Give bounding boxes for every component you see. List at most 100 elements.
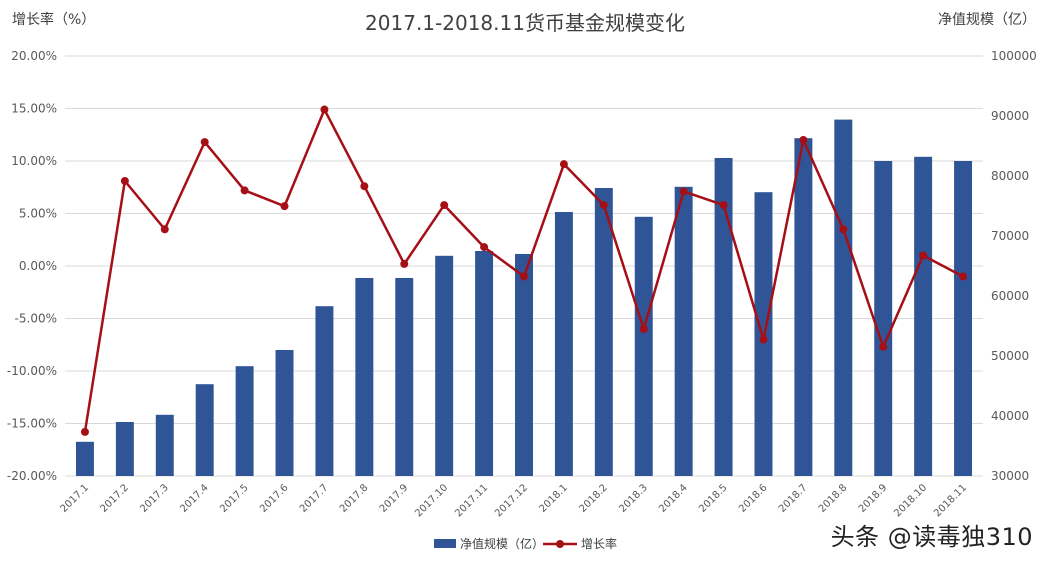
line-marker <box>799 136 808 144</box>
legend: 净值规模（亿） 增长率 <box>434 536 617 551</box>
line-marker <box>120 176 129 185</box>
x-tick-label: 2018.1 <box>538 482 571 515</box>
right-axis-label: 净值规模（亿） <box>938 12 1036 28</box>
right-tick-label: 60000 <box>991 289 1029 303</box>
legend-line-label: 增长率 <box>581 536 617 551</box>
bar <box>395 278 414 476</box>
line-marker <box>559 160 568 169</box>
bar <box>275 350 294 476</box>
x-tick-label: 2017.11 <box>453 482 490 519</box>
left-axis-label: 增长率（%） <box>12 11 95 28</box>
bar <box>874 161 893 476</box>
bar-series <box>75 119 973 477</box>
line-marker <box>320 105 329 114</box>
left-tick-label: -5.00% <box>15 312 57 326</box>
bar <box>834 119 853 476</box>
right-axis-ticks: 30000 40000 50000 60000 70000 80000 90000 10000… <box>991 49 1037 483</box>
x-tick-label: 2018.3 <box>617 482 650 515</box>
legend-line-marker <box>556 540 564 548</box>
bar <box>794 138 813 476</box>
x-tick-label: 2017.1 <box>59 482 92 515</box>
line-marker <box>400 259 409 268</box>
bar <box>475 251 494 476</box>
right-tick-label: 90000 <box>991 109 1029 123</box>
left-tick-label: 10.00% <box>11 154 57 168</box>
line-marker <box>759 335 768 344</box>
line-marker <box>959 272 968 281</box>
x-tick-label: 2017.3 <box>138 482 171 515</box>
x-tick-label: 2018.6 <box>737 482 770 515</box>
bar <box>634 216 653 477</box>
x-tick-label: 2017.8 <box>338 482 371 515</box>
x-tick-label: 2017.5 <box>218 482 251 515</box>
watermark: 头条 @读毒独310 <box>830 523 1033 551</box>
x-tick-label: 2018.4 <box>657 482 690 515</box>
line-marker <box>240 186 249 195</box>
x-tick-label: 2017.9 <box>378 482 411 515</box>
bar <box>554 212 573 476</box>
bar <box>235 366 254 476</box>
bar <box>954 161 973 476</box>
bar <box>435 255 454 476</box>
line-marker <box>679 187 688 196</box>
right-tick-label: 30000 <box>991 469 1029 483</box>
line-marker <box>80 427 89 436</box>
left-tick-label: 20.00% <box>11 49 57 63</box>
x-tick-label: 2017.2 <box>98 482 131 515</box>
right-tick-label: 40000 <box>991 409 1029 423</box>
left-tick-label: 0.00% <box>19 259 57 273</box>
right-tick-label: 80000 <box>991 169 1029 183</box>
right-tick-label: 100000 <box>991 49 1037 63</box>
line-marker <box>919 251 928 260</box>
x-tick-label: 2017.6 <box>258 482 291 515</box>
bar <box>115 422 134 476</box>
x-tick-label: 2018.8 <box>817 482 850 515</box>
left-tick-label: -15.00% <box>7 417 57 431</box>
line-marker <box>360 182 369 191</box>
bar <box>315 306 334 476</box>
line-marker <box>719 201 728 210</box>
chart-title: 2017.1-2018.11货币基金规模变化 <box>365 11 685 35</box>
bar <box>155 414 174 476</box>
bar <box>355 278 374 476</box>
left-tick-label: 15.00% <box>11 102 57 116</box>
legend-bar-label: 净值规模（亿） <box>460 536 544 551</box>
x-tick-label: 2017.12 <box>493 482 530 519</box>
x-tick-label: 2018.9 <box>857 482 890 515</box>
bar <box>195 384 214 476</box>
x-tick-label: 2018.7 <box>777 482 810 515</box>
x-tick-label: 2018.2 <box>577 482 610 515</box>
line-marker <box>839 225 848 234</box>
line-marker <box>520 272 528 281</box>
left-tick-label: -10.00% <box>7 364 57 378</box>
line-marker <box>200 138 209 147</box>
x-tick-label: 2018.11 <box>932 482 969 519</box>
left-tick-label: -20.00% <box>7 469 57 483</box>
right-tick-label: 70000 <box>991 229 1029 243</box>
line-marker <box>280 202 289 211</box>
line-marker <box>879 342 888 351</box>
bar <box>714 158 733 476</box>
right-tick-label: 50000 <box>991 349 1029 363</box>
x-tick-label: 2018.10 <box>892 482 929 519</box>
line-marker <box>440 201 449 210</box>
line-marker <box>480 243 489 252</box>
x-tick-label: 2017.4 <box>178 482 211 515</box>
line-marker <box>639 325 648 333</box>
left-tick-label: 5.00% <box>19 207 57 221</box>
line-marker <box>160 225 169 234</box>
bar <box>594 188 613 476</box>
x-tick-label: 2017.10 <box>413 482 450 519</box>
x-axis-ticks: 2017.1 2017.2 2017.3 2017.4 2017.5 2017.6 2017… <box>59 482 970 519</box>
bar <box>75 441 94 476</box>
bar <box>515 254 533 476</box>
x-tick-label: 2018.5 <box>697 482 730 515</box>
bar <box>914 156 933 477</box>
legend-bar-swatch <box>434 539 456 548</box>
bar <box>674 186 693 477</box>
left-axis-ticks: -20.00% -15.00% -10.00% -5.00% 0.00% 5.00% 10.… <box>7 49 57 483</box>
line-marker <box>599 201 608 210</box>
x-tick-label: 2017.7 <box>298 482 331 515</box>
line-series <box>80 105 968 436</box>
